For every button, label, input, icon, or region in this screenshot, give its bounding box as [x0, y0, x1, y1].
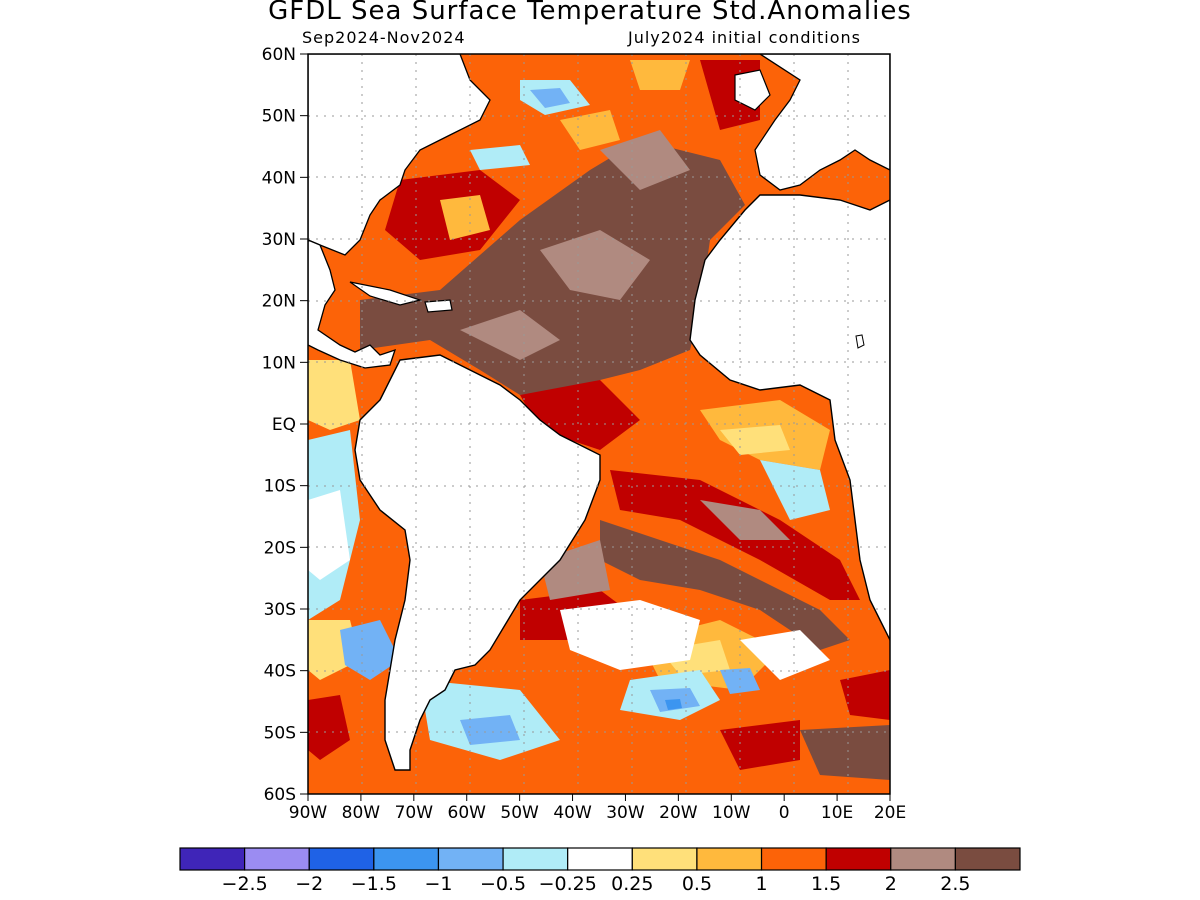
colorbar-swatches — [179, 847, 1021, 871]
colorbar-swatch — [373, 847, 440, 871]
colorbar-swatch — [890, 847, 956, 871]
lat-tick-label: 30N — [262, 230, 296, 250]
lon-tick-label: 0 — [779, 803, 790, 823]
madagascar-island — [855, 334, 865, 349]
colorbar-tick-label: 2 — [885, 873, 897, 895]
southern-ocean-white — [560, 600, 830, 680]
lon-tick-label: 50W — [500, 803, 539, 823]
colorbar-tick-label: 0.5 — [682, 873, 712, 895]
lat-tick-label: 60S — [264, 785, 296, 805]
colorbar-tick-label: 2.5 — [940, 873, 970, 895]
lon-tick-label: 30W — [606, 803, 645, 823]
south-america-land — [354, 354, 601, 771]
lat-tick-label: EQ — [272, 415, 296, 435]
pacific-blue — [340, 620, 400, 680]
central-america-land — [308, 239, 397, 369]
north-atlantic-rose-band — [460, 130, 690, 360]
colorbar-tick-label: 0.25 — [611, 873, 653, 895]
south-atlantic-red-band — [520, 470, 860, 640]
lat-tick-label: 50S — [264, 723, 296, 743]
lon-tick-label: 70W — [395, 803, 434, 823]
southeast-brown — [800, 725, 890, 780]
lat-tick-label: 20S — [264, 538, 296, 558]
colorbar-swatch — [631, 847, 698, 871]
lat-tick-label: 40S — [264, 662, 296, 682]
southern-ocean-blue — [460, 668, 760, 745]
hispaniola-island — [424, 299, 453, 313]
southern-ocean-dark-blue — [665, 699, 682, 710]
pacific-red-south — [308, 695, 350, 760]
pacific-white — [308, 490, 350, 580]
british-isles — [734, 69, 771, 111]
lat-tick-label: 30S — [264, 600, 296, 620]
mid-atlantic-red — [385, 60, 760, 450]
lat-tick-label: 50N — [262, 107, 296, 127]
colorbar-tick-label: −2 — [295, 873, 323, 895]
longitude-axis: 90W 80W 70W 60W 50W 40W 30W 20W 10W 0 10E 20E — [289, 794, 906, 823]
lat-tick-label: 20N — [262, 292, 296, 312]
lat-tick-label: 40N — [262, 168, 296, 188]
map-title: GFDL Sea Surface Temperature Std.Anomali… — [268, 0, 912, 26]
lon-tick-label: 10E — [821, 803, 853, 823]
north-atlantic-orange — [440, 60, 690, 240]
colorbar-tick-label: −0.5 — [480, 873, 526, 895]
lon-tick-label: 10W — [712, 803, 751, 823]
colorbar-swatch — [760, 847, 827, 871]
latitude-axis: 60N 50N 40N 30N 20N 10N EQ 10S 20S 30S 40S 50S 60S — [262, 45, 308, 805]
colorbar-swatch — [244, 847, 310, 871]
colorbar-swatch — [954, 847, 1021, 871]
anomaly-field — [308, 54, 890, 794]
lon-tick-label: 80W — [342, 803, 381, 823]
north-atlantic-brown-core — [360, 140, 745, 395]
colorbar-tick-label: 1 — [755, 873, 767, 895]
southern-ocean-light-blue — [420, 460, 830, 760]
europe-land — [754, 54, 890, 191]
colorbar-tick-label: 1.5 — [811, 873, 841, 895]
colorbar-swatch — [567, 847, 633, 871]
lat-tick-label: 10S — [264, 477, 296, 497]
colorbar-tick-label: −0.25 — [539, 873, 597, 895]
colorbar-swatch — [696, 847, 763, 871]
colorbar-swatch — [825, 847, 892, 871]
south-atlantic-brown-band — [600, 520, 850, 650]
colorbar-swatch — [308, 847, 375, 871]
colorbar-tick-label: −1.5 — [351, 873, 397, 895]
forecast-period: Sep2024-Nov2024 — [302, 28, 466, 47]
cuba-island — [349, 281, 423, 306]
colorbar-tick-labels: −2.5 −2 −1.5 −1 −0.5 −0.25 0.25 0.5 1 1.5 2 2.5 — [222, 873, 971, 895]
lon-tick-label: 40W — [553, 803, 592, 823]
colorbar-swatch — [437, 847, 504, 871]
lat-tick-label: 10N — [262, 353, 296, 373]
north-america-land — [308, 54, 491, 256]
lon-tick-label: 90W — [289, 803, 328, 823]
lon-tick-label: 60W — [448, 803, 487, 823]
colorbar-tick-label: −1 — [424, 873, 452, 895]
africa-land — [689, 194, 890, 641]
lon-tick-label: 20W — [659, 803, 698, 823]
north-atlantic-blue-patch — [530, 88, 570, 108]
colorbar-swatch — [502, 847, 569, 871]
south-atlantic-rose-band — [540, 500, 790, 600]
gridlines — [308, 54, 890, 794]
lon-tick-label: 20E — [874, 803, 906, 823]
colorbar-tick-label: −2.5 — [222, 873, 268, 895]
lat-tick-label: 60N — [262, 45, 296, 65]
colorbar-swatch — [179, 847, 246, 871]
initial-conditions: July2024 initial conditions — [628, 28, 861, 47]
